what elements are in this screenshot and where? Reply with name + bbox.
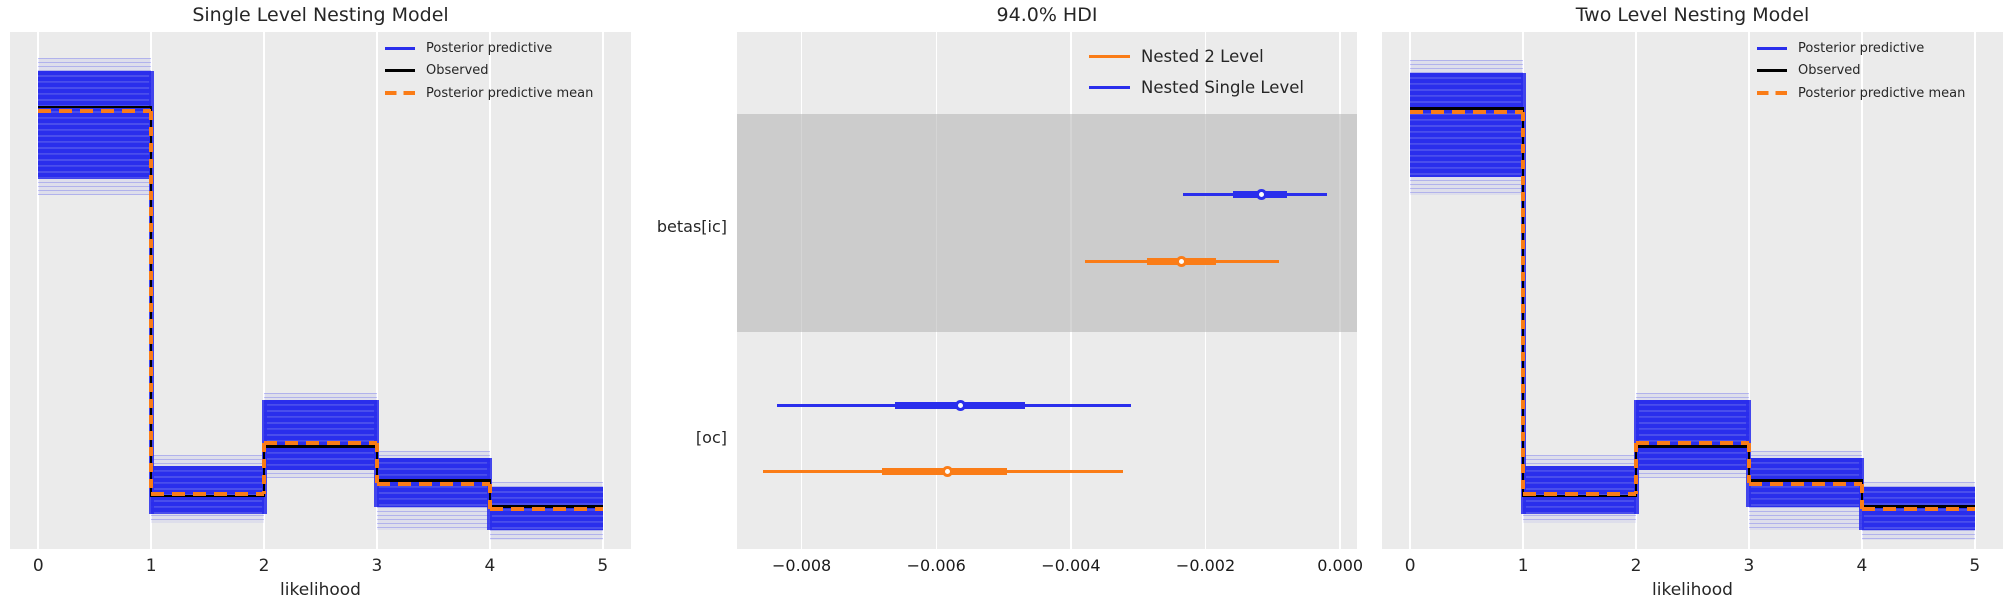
x-tick-label: 3 bbox=[371, 556, 383, 576]
observed-step-segment bbox=[489, 504, 603, 508]
ppc-band-core bbox=[151, 466, 265, 514]
x-tick-label: −0.002 bbox=[1175, 556, 1236, 575]
observed-step-segment bbox=[38, 105, 152, 109]
legend-line-sample bbox=[1757, 69, 1787, 72]
ppc-mean-segment bbox=[1861, 507, 1975, 512]
x-tick-label: 1 bbox=[145, 556, 157, 576]
legend-label: Nested 2 Level bbox=[1141, 46, 1264, 66]
legend-item: Observed bbox=[385, 61, 489, 81]
ppc-band-core bbox=[264, 400, 377, 470]
observed-step-segment bbox=[1748, 479, 1862, 483]
ppc-mean-segment bbox=[1748, 481, 1862, 486]
x-tick-label: 0 bbox=[1404, 556, 1416, 576]
gridline bbox=[1974, 32, 1976, 549]
ppc-mean-riser bbox=[149, 110, 154, 494]
legend-label: Posterior predictive mean bbox=[426, 85, 594, 101]
legend-label: Observed bbox=[426, 63, 489, 78]
x-tick-label: 5 bbox=[1969, 556, 1981, 576]
ppc-mean-riser bbox=[487, 483, 492, 509]
legend-line-sample bbox=[1089, 54, 1130, 58]
ppc-mean-segment bbox=[376, 481, 490, 486]
legend-label: Observed bbox=[1798, 63, 1861, 78]
gridline bbox=[602, 32, 604, 549]
x-tick-label: 3 bbox=[1743, 556, 1755, 576]
x-tick-label: −0.006 bbox=[906, 556, 966, 575]
x-tick-label: 2 bbox=[1630, 556, 1642, 576]
observed-step-segment bbox=[151, 494, 265, 498]
gridline bbox=[489, 32, 491, 549]
gridline bbox=[1861, 32, 1863, 549]
observed-step-segment bbox=[1636, 444, 1749, 448]
x-tick-label: 2 bbox=[258, 556, 270, 576]
observed-step-segment bbox=[264, 444, 377, 448]
chart-title: Single Level Nesting Model bbox=[192, 4, 449, 26]
ppc-band-core bbox=[38, 71, 152, 179]
legend-label: Posterior predictive bbox=[1798, 40, 1925, 56]
gridline bbox=[1748, 32, 1750, 549]
gridline bbox=[1635, 32, 1637, 549]
legend-item: Posterior predictive bbox=[1757, 38, 1924, 58]
x-tick-label: −0.008 bbox=[772, 556, 832, 575]
x-axis-label: likelihood bbox=[280, 580, 361, 600]
ppc-band-core bbox=[1636, 400, 1749, 470]
gridline bbox=[37, 32, 39, 549]
legend-item: Observed bbox=[1757, 61, 1861, 81]
median-dot bbox=[1176, 255, 1188, 267]
legend-item: Posterior predictive bbox=[385, 38, 552, 58]
ppc-mean-segment bbox=[1410, 109, 1524, 114]
median-dot bbox=[941, 466, 953, 478]
legend-line-sample bbox=[385, 91, 415, 95]
ppc-mean-segment bbox=[489, 507, 603, 512]
gridline bbox=[263, 32, 265, 549]
forest-row-label: betas[ic] bbox=[656, 216, 727, 236]
ppc-mean-segment bbox=[264, 440, 377, 445]
legend-item: Nested Single Level bbox=[1089, 77, 1304, 97]
x-tick-label: 5 bbox=[597, 556, 609, 576]
ppc-mean-segment bbox=[38, 108, 152, 113]
legend-item: Posterior predictive mean bbox=[1757, 83, 1965, 103]
x-tick-label: 4 bbox=[484, 556, 496, 576]
ppc-mean-riser bbox=[1521, 111, 1526, 494]
forest-row-label: [oc] bbox=[695, 427, 727, 447]
observed-step-segment bbox=[1523, 494, 1637, 498]
ppc-mean-riser bbox=[1634, 442, 1639, 494]
legend-line-sample bbox=[1757, 91, 1787, 95]
median-dot bbox=[954, 400, 966, 412]
legend-line-sample bbox=[1757, 46, 1787, 50]
legend-item: Posterior predictive mean bbox=[385, 83, 593, 103]
median-dot bbox=[1255, 189, 1267, 201]
shaded-band bbox=[737, 114, 1357, 332]
ppc-mean-riser bbox=[1859, 483, 1864, 509]
ppc-mean-segment bbox=[1636, 440, 1749, 445]
legend-line-sample bbox=[385, 46, 415, 50]
ppc-band-core bbox=[1523, 466, 1637, 514]
legend-item: Nested 2 Level bbox=[1089, 46, 1264, 66]
chart-title: 94.0% HDI bbox=[996, 4, 1098, 26]
chart-title: Two Level Nesting Model bbox=[1575, 4, 1810, 26]
ppc-mean-segment bbox=[151, 491, 265, 496]
legend-line-sample bbox=[385, 69, 415, 72]
x-tick-label: 4 bbox=[1856, 556, 1868, 576]
ppc-mean-segment bbox=[1523, 491, 1637, 496]
x-tick-label: 0 bbox=[32, 556, 44, 576]
gridline bbox=[1409, 32, 1411, 549]
x-axis-label: likelihood bbox=[1652, 580, 1733, 600]
legend-label: Posterior predictive mean bbox=[1798, 85, 1966, 101]
x-tick-label: −0.004 bbox=[1041, 556, 1101, 575]
observed-step-segment bbox=[1861, 504, 1975, 508]
ppc-mean-riser bbox=[374, 442, 379, 484]
ppc-mean-riser bbox=[1746, 442, 1751, 484]
observed-step-segment bbox=[1410, 107, 1524, 110]
legend-label: Posterior predictive bbox=[426, 40, 553, 56]
x-tick-label: 0.000 bbox=[1317, 556, 1364, 575]
x-tick-label: 1 bbox=[1517, 556, 1529, 576]
ppc-mean-riser bbox=[262, 442, 267, 494]
gridline bbox=[376, 32, 378, 549]
legend-label: Nested Single Level bbox=[1141, 77, 1304, 97]
ppc-band-core bbox=[1410, 73, 1524, 177]
legend-line-sample bbox=[1089, 85, 1130, 89]
observed-step-segment bbox=[376, 479, 490, 483]
